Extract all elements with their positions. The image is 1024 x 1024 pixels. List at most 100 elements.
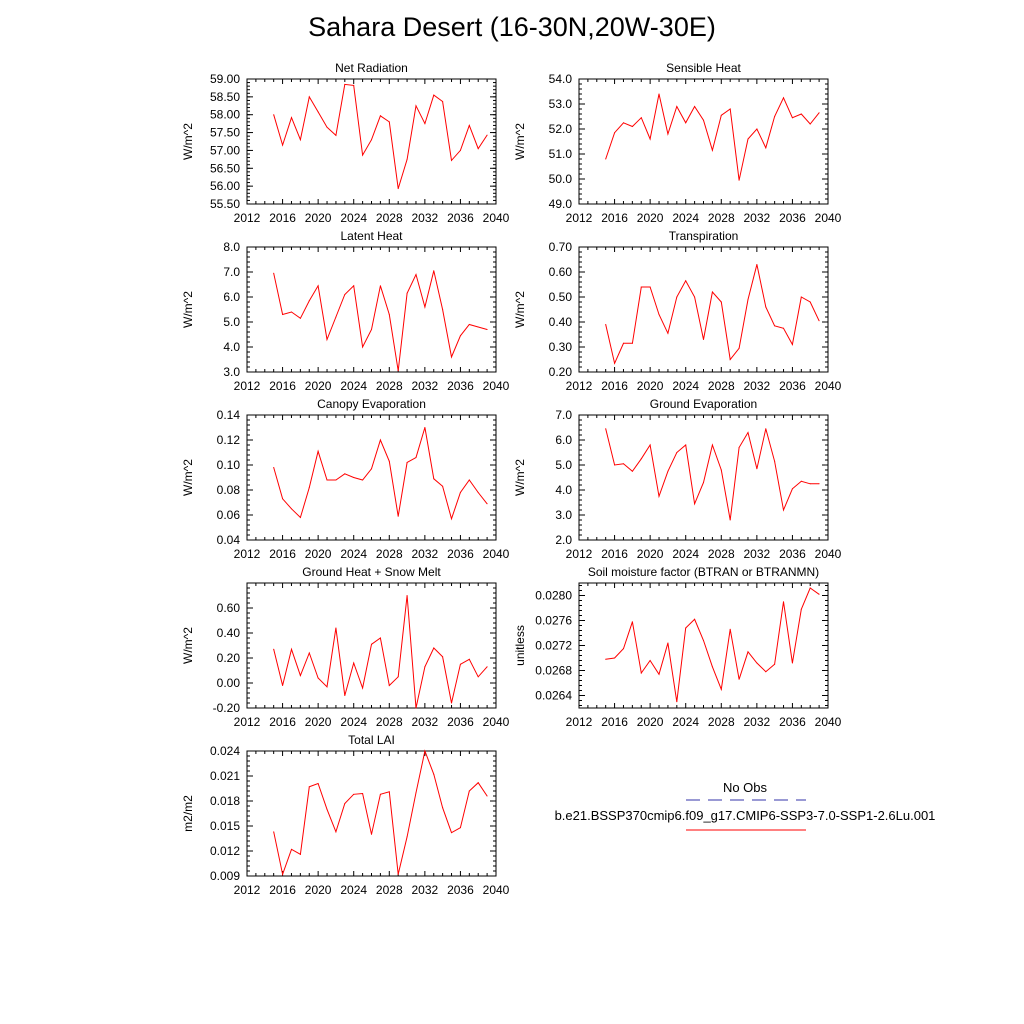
- data-point: [631, 621, 633, 623]
- x-tick-label: 2028: [376, 547, 403, 561]
- plot-frame: [578, 78, 829, 205]
- series-line: [605, 428, 820, 521]
- data-point: [326, 686, 328, 688]
- data-point: [783, 97, 785, 99]
- x-tick-label: 2040: [815, 379, 842, 393]
- y-tick-label: 54.0: [549, 72, 573, 86]
- data-point: [299, 317, 301, 319]
- x-tick-label: 2032: [744, 715, 771, 729]
- data-point: [397, 370, 399, 372]
- data-point: [605, 428, 607, 430]
- x-tick-label: 2024: [672, 211, 699, 225]
- series-line: [273, 83, 488, 189]
- data-point: [299, 675, 301, 676]
- data-point: [379, 285, 381, 287]
- data-point: [388, 791, 390, 793]
- x-tick-label: 2016: [269, 547, 296, 561]
- data-point: [685, 627, 687, 629]
- y-tick-label: 0.0280: [535, 589, 572, 603]
- data-point: [685, 280, 687, 282]
- x-tick-label: 2024: [340, 211, 367, 225]
- y-tick-label: 6.0: [223, 290, 240, 304]
- data-point: [308, 487, 310, 488]
- data-point: [406, 158, 408, 160]
- y-tick-label: 0.10: [217, 458, 241, 472]
- data-point: [335, 627, 337, 629]
- data-point: [631, 126, 633, 127]
- data-point: [388, 314, 390, 315]
- x-tick-label: 2012: [566, 379, 593, 393]
- x-tick-label: 2040: [815, 547, 842, 561]
- data-point: [362, 687, 364, 689]
- x-tick-label: 2012: [566, 715, 593, 729]
- y-tick-label: 4.0: [555, 483, 572, 497]
- data-point: [433, 478, 435, 480]
- data-point: [800, 296, 802, 298]
- data-point: [800, 113, 802, 115]
- y-tick-label: 0.024: [210, 744, 240, 758]
- legend: No Obs b.e21.BSSP370cmip6.f09_g17.CMIP6-…: [555, 780, 935, 831]
- data-point: [326, 126, 328, 128]
- data-point: [424, 666, 426, 668]
- plot-frame: [246, 414, 497, 541]
- data-point: [783, 509, 785, 511]
- data-point: [694, 503, 696, 505]
- data-point: [379, 793, 381, 795]
- data-point: [477, 492, 479, 493]
- data-point: [290, 848, 292, 850]
- data-point: [308, 96, 310, 98]
- data-point: [818, 483, 820, 485]
- y-axis-label: W/m^2: [513, 291, 527, 328]
- data-point: [451, 832, 453, 834]
- data-point: [765, 428, 767, 430]
- data-point: [459, 492, 461, 493]
- data-point: [720, 301, 722, 303]
- data-point: [290, 311, 292, 313]
- data-point: [317, 111, 319, 113]
- data-point: [353, 285, 355, 287]
- x-tick-label: 2020: [637, 211, 664, 225]
- y-tick-label: 0.40: [549, 315, 573, 329]
- data-point: [720, 688, 722, 690]
- data-point: [667, 642, 669, 644]
- x-tick-label: 2012: [234, 211, 261, 225]
- data-point: [818, 593, 820, 595]
- data-point: [299, 139, 301, 141]
- y-tick-label: 57.50: [210, 126, 240, 140]
- y-tick-label: 3.0: [223, 365, 240, 379]
- data-point: [362, 346, 364, 348]
- y-tick-label: 56.50: [210, 161, 240, 175]
- data-point: [282, 314, 284, 315]
- data-point: [335, 479, 337, 481]
- data-point: [649, 138, 651, 140]
- y-tick-label: 53.0: [549, 97, 573, 111]
- data-point: [667, 470, 669, 472]
- y-tick-label: 52.0: [549, 122, 573, 136]
- y-axis-label: W/m^2: [181, 459, 195, 496]
- y-tick-label: 6.0: [555, 433, 572, 447]
- series-line: [605, 264, 820, 365]
- data-point: [738, 347, 740, 349]
- data-point: [809, 587, 811, 589]
- panel-title: Total LAI: [348, 733, 395, 747]
- data-point: [622, 648, 624, 650]
- x-tick-label: 2020: [637, 715, 664, 729]
- data-point: [676, 452, 678, 453]
- chart-panel-6: Ground Evaporation W/m^2 2012 2016 2020 2024 2…: [513, 397, 842, 561]
- data-point: [711, 444, 713, 446]
- data-point: [273, 831, 275, 833]
- data-point: [433, 647, 435, 649]
- data-point: [442, 485, 444, 487]
- data-point: [371, 643, 372, 645]
- chart-panel-1: Net Radiation W/m^2 2012 2016 2020 2024 2028 20…: [181, 61, 510, 225]
- data-point: [451, 159, 453, 161]
- data-point: [622, 463, 624, 465]
- data-point: [424, 750, 426, 752]
- x-tick-label: 2028: [708, 547, 735, 561]
- panel-title: Transpiration: [669, 229, 739, 243]
- data-point: [622, 122, 624, 124]
- y-tick-label: 0.009: [210, 869, 240, 883]
- y-tick-label: 0.30: [549, 340, 573, 354]
- data-point: [477, 782, 479, 784]
